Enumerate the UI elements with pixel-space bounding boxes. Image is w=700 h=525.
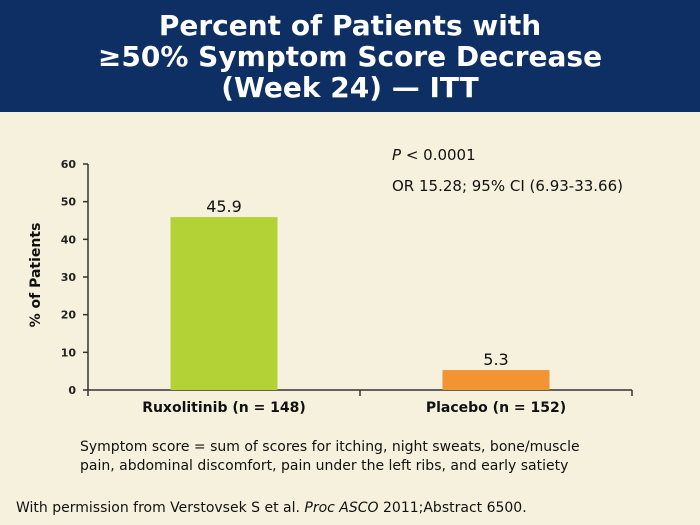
source-suffix: 2011;Abstract 6500.	[378, 500, 527, 516]
title-line-2: ≥50% Symptom Score Decrease	[97, 39, 603, 73]
source-citation: With permission from Verstovsek S et al.…	[16, 500, 527, 516]
y-tick-label: 50	[61, 196, 77, 209]
y-tick-label: 40	[61, 233, 77, 246]
footnote: Symptom score = sum of scores for itchin…	[80, 438, 680, 476]
footnote-line-1: Symptom score = sum of scores for itchin…	[80, 439, 580, 455]
bar-chart: % of Patients 0 10 20 30 40 50 60 45.9 Ruxoliti…	[28, 158, 633, 416]
data-label: 5.3	[483, 350, 508, 369]
bar-ruxolitinib	[170, 217, 278, 390]
title-bar: Percent of Patients with ≥50% Symptom Sc…	[0, 0, 700, 112]
chart-marks: 45.9 Ruxolitinib (n = 148) 5.3 Placebo (n =…	[142, 197, 566, 416]
y-tick-label: 10	[61, 346, 77, 359]
odds-ratio-text: OR 15.28; 95% CI (6.93-33.66)	[392, 177, 623, 195]
p-italic: P	[392, 146, 402, 164]
x-category-label: Placebo (n = 152)	[426, 400, 566, 416]
y-tick-label: 20	[61, 309, 77, 322]
source-journal: Proc ASCO	[304, 500, 379, 516]
y-tick-label: 60	[61, 158, 77, 171]
x-category-label: Ruxolitinib (n = 148)	[142, 400, 306, 416]
y-tick-label: 30	[61, 271, 77, 284]
title-line-1: Percent of Patients with	[158, 8, 542, 42]
y-tick-label: 0	[68, 384, 76, 397]
title-line-3: (Week 24) — ITT	[221, 70, 479, 104]
bar-placebo	[442, 370, 550, 390]
data-label: 45.9	[206, 197, 242, 216]
y-axis-label: % of Patients	[28, 223, 44, 328]
p-value-text: P < 0.0001	[392, 146, 476, 164]
footnote-line-2: pain, abdominal discomfort, pain under t…	[80, 458, 569, 474]
p-value: < 0.0001	[401, 146, 476, 164]
source-prefix: With permission from Verstovsek S et al.	[16, 500, 305, 516]
